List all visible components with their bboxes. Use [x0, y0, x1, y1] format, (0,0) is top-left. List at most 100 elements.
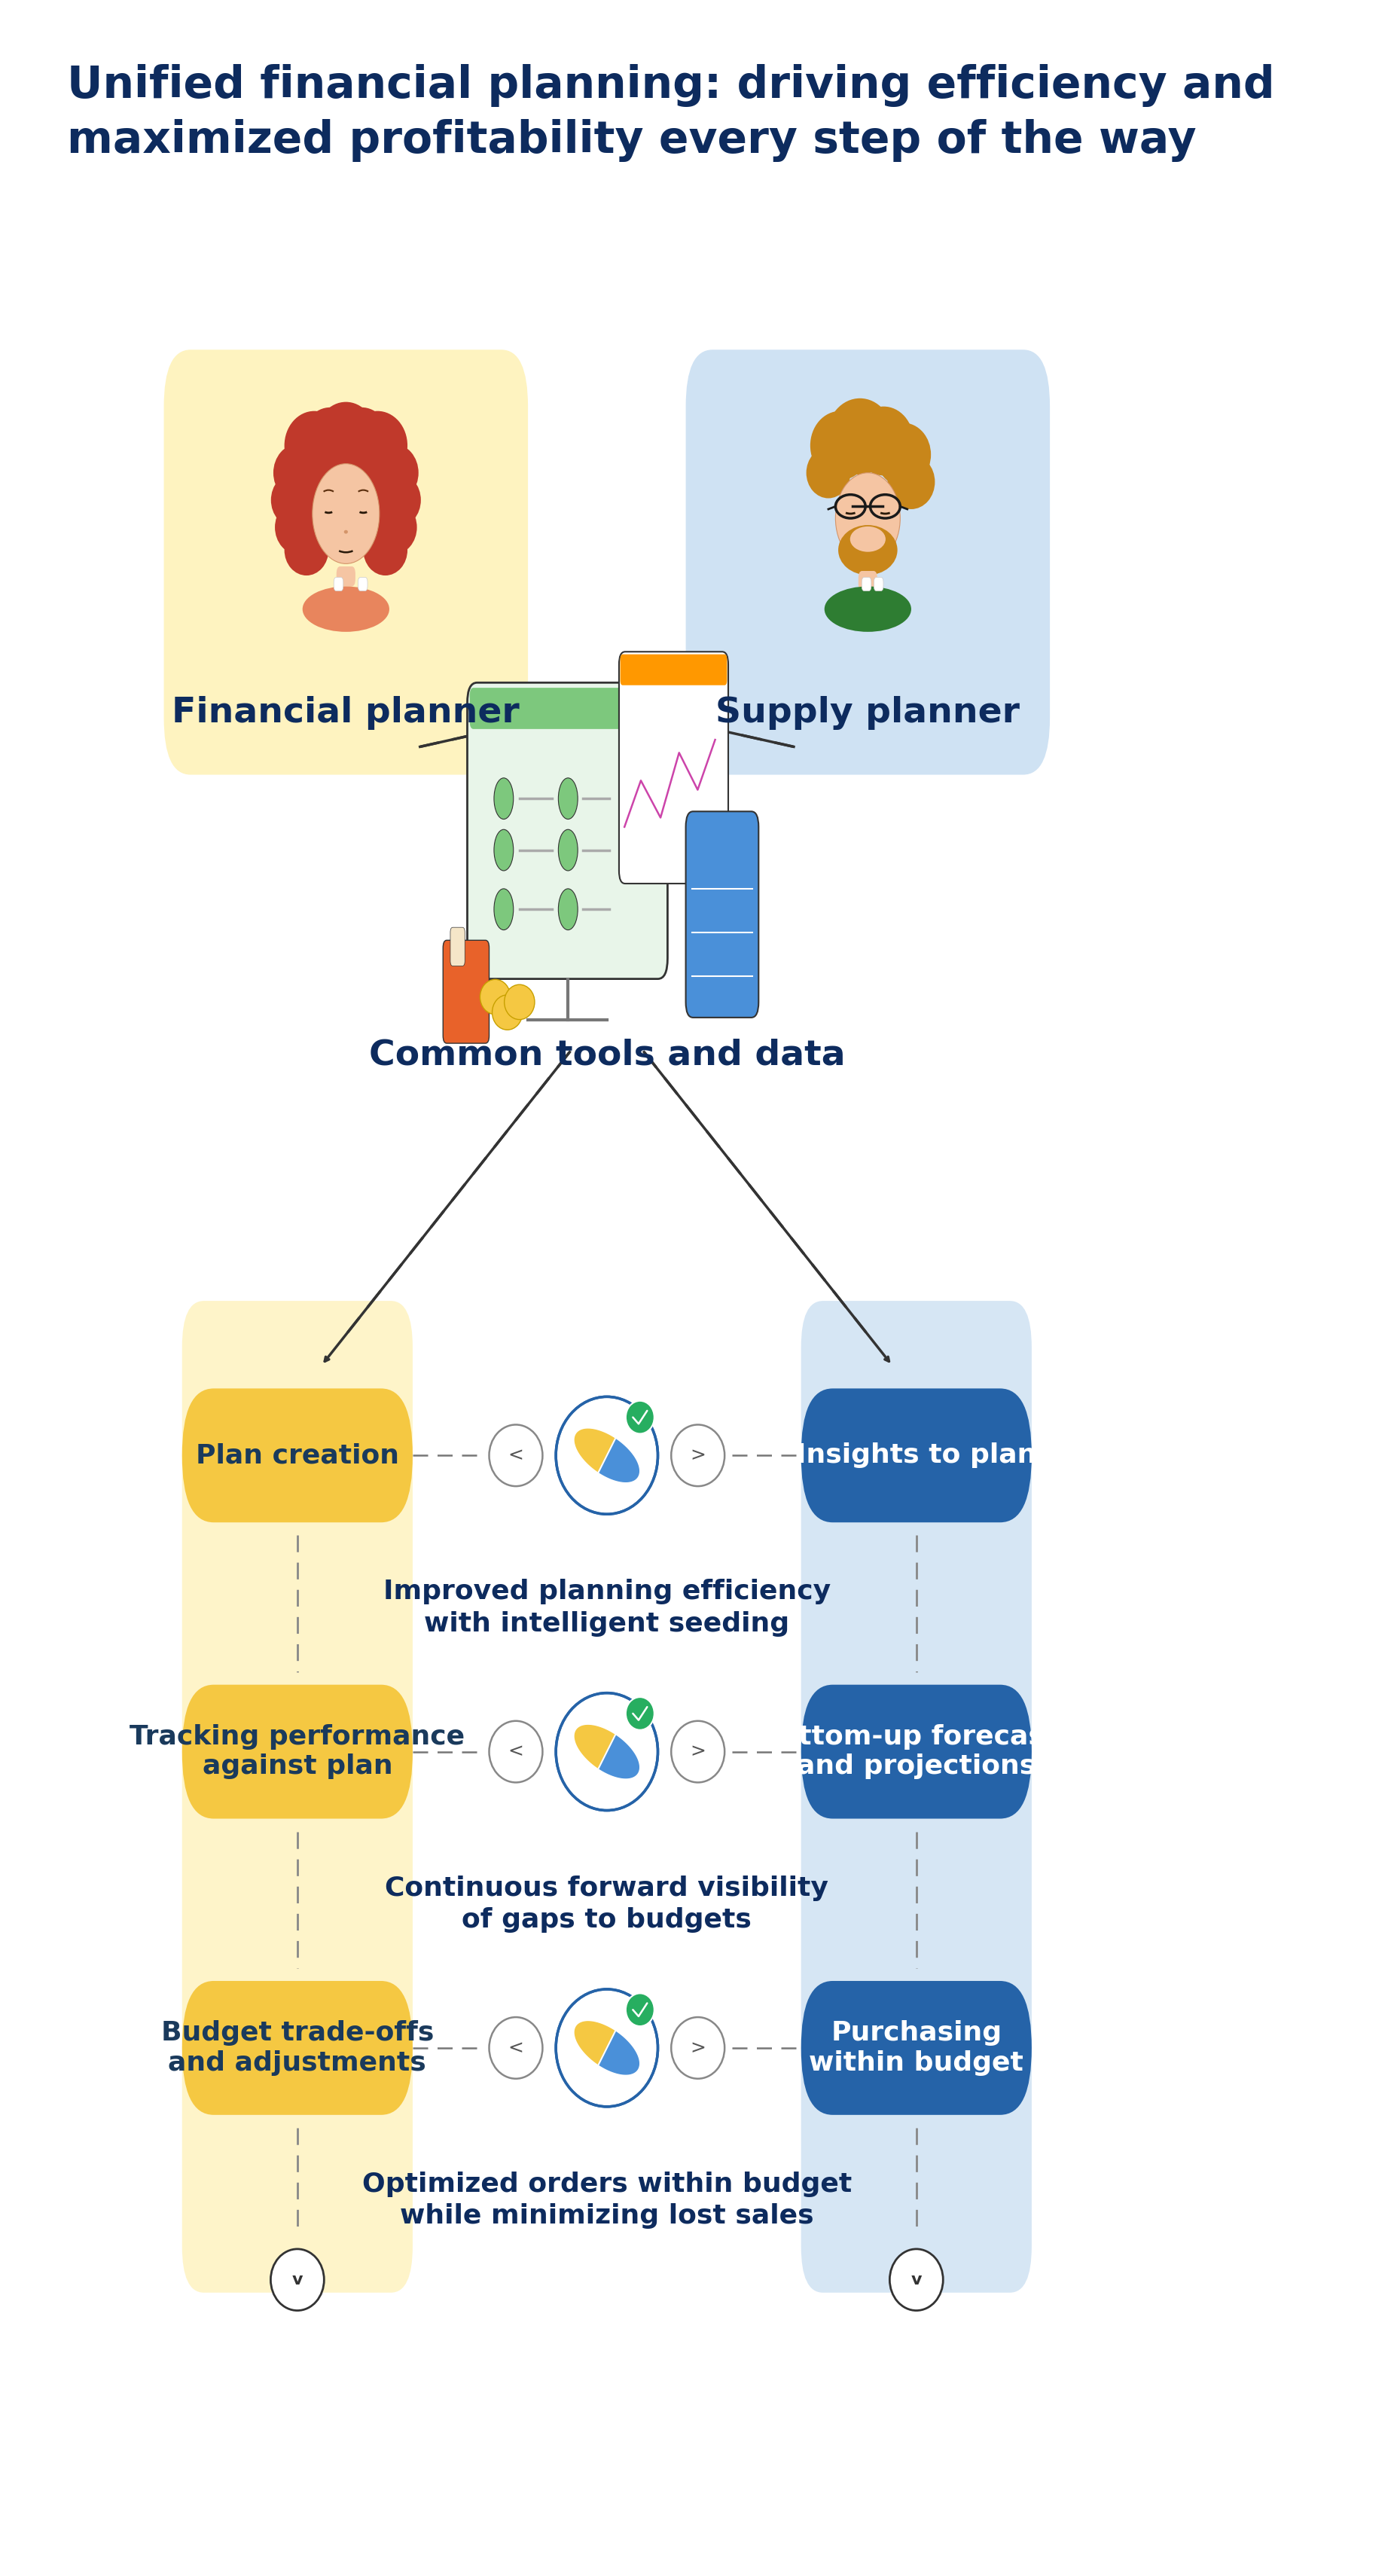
Ellipse shape [271, 474, 319, 528]
FancyBboxPatch shape [450, 927, 465, 966]
Circle shape [557, 889, 577, 930]
Ellipse shape [556, 1692, 658, 1811]
Circle shape [493, 889, 513, 930]
Ellipse shape [887, 453, 935, 510]
Text: Common tools and data: Common tools and data [369, 1038, 845, 1072]
Ellipse shape [812, 415, 922, 613]
Text: Budget trade-offs
and adjustments: Budget trade-offs and adjustments [161, 2020, 433, 2076]
Polygon shape [598, 2032, 638, 2074]
Ellipse shape [504, 984, 535, 1020]
Ellipse shape [334, 407, 390, 471]
Ellipse shape [838, 526, 897, 574]
Ellipse shape [626, 1994, 654, 2027]
FancyBboxPatch shape [358, 577, 367, 590]
Ellipse shape [291, 415, 401, 613]
Text: >: > [690, 1741, 705, 1762]
Ellipse shape [671, 1721, 724, 1783]
Ellipse shape [489, 1721, 542, 1783]
Text: v: v [911, 2272, 922, 2287]
Circle shape [493, 829, 513, 871]
Ellipse shape [363, 526, 408, 574]
Ellipse shape [312, 464, 379, 564]
Circle shape [557, 829, 577, 871]
Ellipse shape [806, 448, 849, 497]
Ellipse shape [316, 402, 376, 471]
Ellipse shape [479, 979, 510, 1015]
Ellipse shape [284, 412, 344, 479]
Ellipse shape [626, 1698, 654, 1731]
Ellipse shape [849, 526, 886, 551]
FancyBboxPatch shape [686, 811, 759, 1018]
Ellipse shape [827, 399, 893, 474]
Text: >: > [690, 2038, 705, 2058]
Ellipse shape [271, 2249, 324, 2311]
Ellipse shape [671, 2017, 724, 2079]
Ellipse shape [556, 1989, 658, 2107]
Text: >: > [690, 1445, 705, 1466]
FancyBboxPatch shape [800, 1301, 1031, 2293]
Ellipse shape [344, 531, 348, 533]
Text: Continuous forward visibility
of gaps to budgets: Continuous forward visibility of gaps to… [386, 1875, 828, 1932]
Ellipse shape [810, 412, 870, 479]
Ellipse shape [274, 443, 324, 502]
FancyBboxPatch shape [858, 572, 877, 590]
Ellipse shape [302, 407, 358, 471]
Text: Tracking performance
against plan: Tracking performance against plan [130, 1723, 465, 1780]
Polygon shape [598, 1440, 638, 1481]
Text: Improved planning efficiency
with intelligent seeding: Improved planning efficiency with intell… [383, 1579, 830, 1636]
FancyBboxPatch shape [334, 577, 344, 590]
FancyBboxPatch shape [182, 1981, 412, 2115]
Polygon shape [574, 2022, 615, 2063]
Text: Optimized orders within budget
while minimizing lost sales: Optimized orders within budget while min… [362, 2172, 851, 2228]
Ellipse shape [367, 443, 418, 502]
Ellipse shape [275, 500, 323, 554]
Ellipse shape [348, 412, 408, 479]
Text: Plan creation: Plan creation [196, 1443, 398, 1468]
Polygon shape [574, 1726, 615, 1767]
Text: <: < [507, 1741, 524, 1762]
FancyBboxPatch shape [800, 1981, 1031, 2115]
FancyBboxPatch shape [182, 1301, 412, 2293]
FancyBboxPatch shape [182, 1685, 412, 1819]
FancyBboxPatch shape [686, 350, 1049, 775]
FancyBboxPatch shape [873, 577, 883, 590]
FancyBboxPatch shape [619, 652, 728, 884]
Polygon shape [598, 1736, 638, 1777]
Text: v: v [292, 2272, 303, 2287]
Text: Financial planner: Financial planner [172, 696, 520, 729]
FancyBboxPatch shape [862, 577, 870, 590]
FancyBboxPatch shape [443, 940, 489, 1043]
Ellipse shape [626, 1401, 654, 1435]
Polygon shape [574, 1430, 615, 1471]
Text: Insights to plan: Insights to plan [796, 1443, 1037, 1468]
Circle shape [493, 778, 513, 819]
Ellipse shape [876, 422, 930, 487]
Text: Unified financial planning: driving efficiency and
maximized profitability every: Unified financial planning: driving effi… [67, 64, 1274, 162]
Ellipse shape [854, 407, 914, 477]
FancyBboxPatch shape [337, 567, 355, 587]
Ellipse shape [671, 1425, 724, 1486]
Ellipse shape [489, 2017, 542, 2079]
Ellipse shape [824, 587, 911, 631]
Text: Bottom-up forecasts
and projections: Bottom-up forecasts and projections [759, 1723, 1073, 1780]
FancyBboxPatch shape [469, 688, 665, 729]
Ellipse shape [489, 1425, 542, 1486]
FancyBboxPatch shape [163, 350, 528, 775]
Text: <: < [507, 1445, 524, 1466]
Text: <: < [507, 2038, 524, 2058]
Ellipse shape [284, 526, 328, 574]
Circle shape [557, 778, 577, 819]
Ellipse shape [890, 2249, 943, 2311]
Ellipse shape [373, 474, 420, 528]
FancyBboxPatch shape [800, 1388, 1031, 1522]
FancyBboxPatch shape [800, 1685, 1031, 1819]
Ellipse shape [835, 474, 900, 564]
Ellipse shape [369, 500, 416, 554]
FancyBboxPatch shape [620, 654, 726, 685]
Ellipse shape [492, 994, 522, 1030]
Ellipse shape [556, 1396, 658, 1515]
Ellipse shape [302, 587, 390, 631]
FancyBboxPatch shape [467, 683, 668, 979]
FancyBboxPatch shape [182, 1388, 412, 1522]
Text: Supply planner: Supply planner [715, 696, 1020, 729]
